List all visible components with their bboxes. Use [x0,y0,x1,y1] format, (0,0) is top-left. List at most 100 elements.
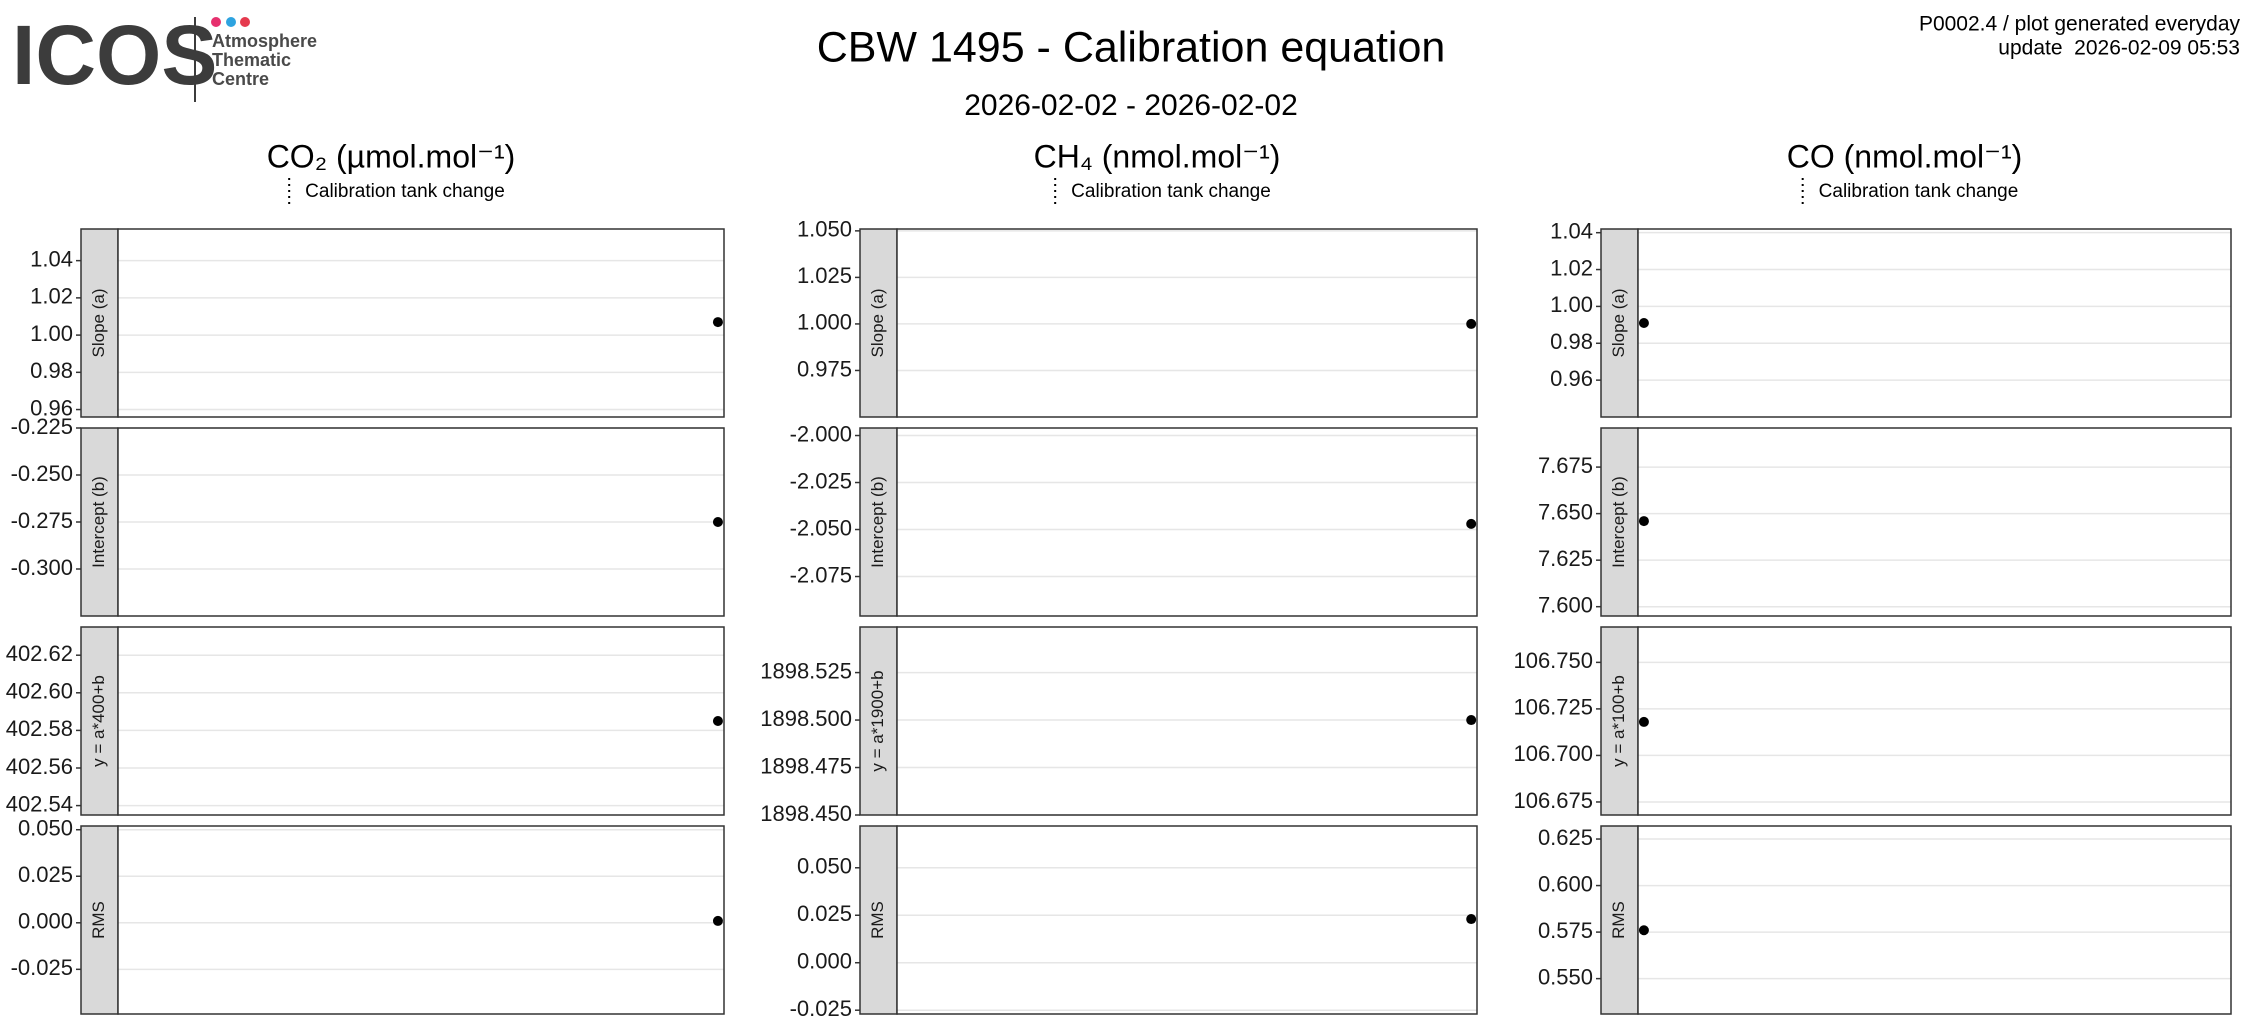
point [1638,516,1649,527]
legend-label: Calibration tank change [1071,181,1271,202]
y-tick-label: 1.00 [30,321,73,346]
strip [859,825,898,1015]
strip-label: Slope (a) [89,289,108,358]
point [1638,716,1649,727]
y-tick-label: 1.050 [797,217,852,242]
strip [1600,626,1639,816]
strip-label: Intercept (b) [868,476,887,568]
plot-background [1638,826,2231,1014]
y-tick-label: 0.975 [797,356,852,381]
strip-label: Slope (a) [868,289,887,358]
logo-dot [240,17,250,27]
title: CBW 1495 - Calibration equation [817,23,1446,71]
plot-background [897,428,1477,616]
y-tick-label: 0.050 [797,854,852,879]
plot-background [897,826,1477,1014]
y-tick-label: 106.750 [1513,648,1593,673]
y-tick-label: -0.025 [11,955,73,980]
legend-label: Calibration tank change [305,181,505,202]
y-tick-label: 1.02 [30,284,73,309]
plot-background [1638,627,2231,815]
strip [80,626,119,816]
y-tick-label: 1.025 [797,263,852,288]
logo-text: ICOS [12,8,217,102]
y-tick-label: 402.56 [6,754,73,779]
point [712,716,723,726]
y-tick-label: -0.275 [11,508,73,533]
point [1466,318,1477,329]
strip-label: y = a*1900+b [868,670,887,771]
y-tick-label: 0.000 [18,909,73,934]
point [1466,518,1477,529]
y-tick-label: 106.725 [1513,695,1593,720]
plot-background [118,229,724,417]
y-tick-label: 0.025 [18,862,73,887]
logo-dot [226,17,236,27]
plot-border [117,228,725,418]
y-tick-label: 0.025 [797,901,852,926]
strip-label: y = a*400+b [89,675,108,767]
logo-line: Thematic [212,50,291,70]
y-tick-label: -0.225 [11,414,73,439]
logo-line: Atmosphere [212,31,317,51]
plot-border [117,825,725,1015]
y-tick-label: 402.60 [6,679,73,704]
y-tick-label: 0.550 [1538,964,1593,989]
y-tick-label: -2.000 [790,421,852,446]
plot-border [117,626,725,816]
strip [80,825,119,1015]
point [1466,914,1477,925]
strip-label: Slope (a) [1609,289,1628,358]
y-tick-label: 1898.525 [760,658,852,683]
y-tick-label: 0.96 [30,395,73,420]
column-title: CO (nmol.mol⁻¹) [1787,138,2023,174]
y-tick-label: 0.575 [1538,918,1593,943]
logo-dot [211,17,221,27]
y-tick-label: 106.700 [1513,741,1593,766]
y-tick-label: 7.625 [1538,546,1593,571]
logo-line: Centre [212,69,269,89]
y-tick-label: 1898.450 [760,801,852,826]
point [1466,715,1477,726]
plot-background [118,627,724,815]
y-tick-label: -0.250 [11,461,73,486]
plot-border [117,427,725,617]
y-tick-label: -2.050 [790,515,852,540]
point [712,915,723,926]
plot-background [1638,428,2231,616]
y-tick-label: 1.04 [30,246,73,271]
y-tick-label: -2.025 [790,468,852,493]
y-tick-label: 7.650 [1538,499,1593,524]
strip-label: RMS [1609,901,1628,939]
y-tick-label: 1898.475 [760,753,852,778]
subtitle: 2026-02-02 - 2026-02-02 [964,89,1298,122]
y-tick-label: 7.675 [1538,453,1593,478]
y-tick-label: 0.96 [1550,366,1593,391]
plot-background [118,826,724,1014]
plot-border [896,825,1478,1015]
y-tick-label: 402.54 [6,791,73,816]
y-tick-label: 0.98 [1550,329,1593,354]
y-tick-label: 0.050 [18,816,73,841]
plot-background [897,627,1477,815]
strip [1600,228,1639,418]
strip [859,626,898,816]
strip [859,427,898,617]
plot-background [1638,229,2231,417]
y-tick-label: 402.62 [6,641,73,666]
point [712,317,723,328]
point [712,517,723,527]
strip-label: y = a*100+b [1609,675,1628,767]
plot-border [896,427,1478,617]
y-tick-label: 1.04 [1550,218,1593,243]
column-title: CH₄ (nmol.mol⁻¹) [1034,138,1281,174]
plot-background [897,229,1477,417]
column-title: CO₂ (µmol.mol⁻¹) [267,138,516,174]
point [1638,318,1649,328]
y-tick-label: -2.075 [790,562,852,587]
legend-label: Calibration tank change [1819,181,2019,202]
y-tick-label: 1.000 [797,310,852,335]
y-tick-label: 106.675 [1513,788,1593,813]
